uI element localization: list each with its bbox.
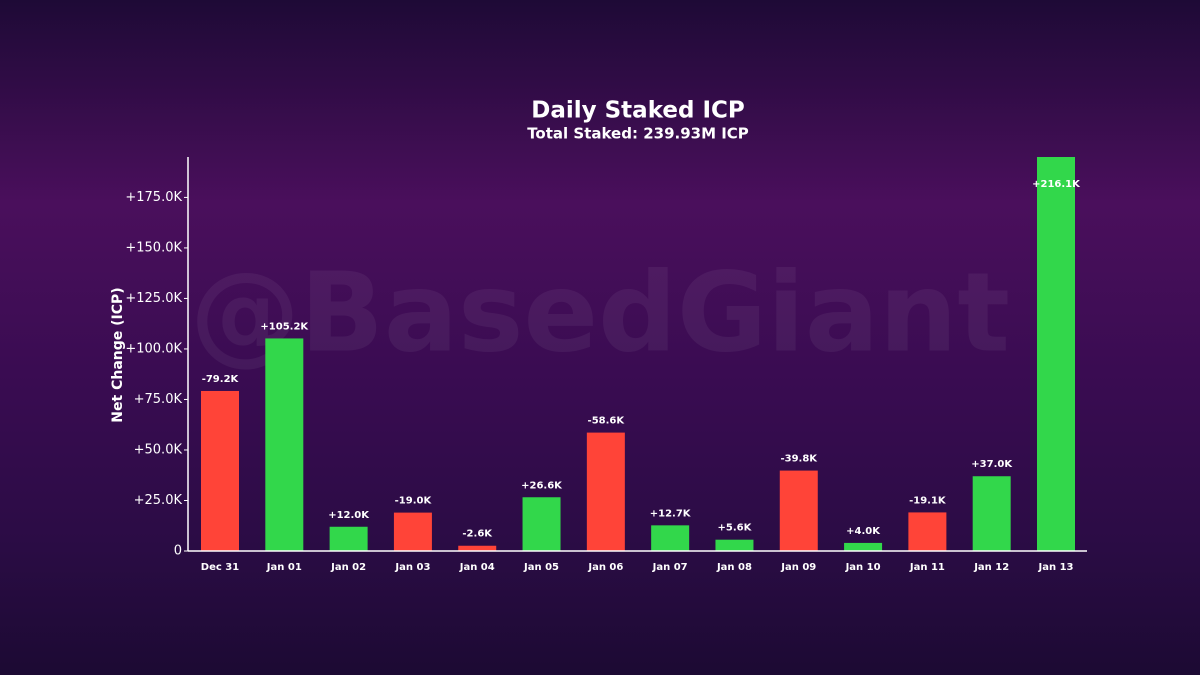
value-label: +26.6K [521, 480, 563, 491]
bar [1037, 157, 1075, 551]
y-tick-label: +25.0K [134, 493, 183, 508]
value-label: +12.7K [650, 508, 692, 519]
watermark: @BasedGiant [190, 248, 1010, 376]
plot-area [201, 157, 1075, 551]
value-label: -39.8K [780, 454, 818, 465]
x-tick-label: Jan 05 [523, 562, 559, 573]
x-tick-label: Jan 08 [716, 562, 752, 573]
bar [972, 476, 1011, 551]
x-tick-label: Jan 03 [394, 562, 430, 573]
value-label: -58.6K [588, 416, 626, 427]
x-tick-label: Jan 01 [266, 562, 302, 573]
bar [458, 545, 497, 551]
x-tick-label: Jan 02 [330, 562, 366, 573]
bar [393, 512, 432, 551]
value-label: +5.6K [718, 523, 753, 534]
chart-subtitle: Total Staked: 239.93M ICP [527, 125, 749, 143]
x-tick-label: Jan 04 [459, 562, 495, 573]
bar [265, 338, 304, 551]
bar [779, 470, 818, 551]
x-tick-label: Jan 11 [909, 562, 945, 573]
value-label: +216.1K [1032, 179, 1081, 190]
value-label: +105.2K [260, 321, 309, 332]
value-label: -19.0K [395, 496, 433, 507]
x-tick-label: Dec 31 [201, 562, 239, 573]
value-label: +37.0K [971, 459, 1013, 470]
value-label: -2.6K [462, 529, 493, 540]
y-tick-label: +100.0K [125, 341, 182, 356]
y-tick-label: +150.0K [125, 240, 182, 255]
bar [844, 542, 883, 551]
bar [651, 525, 690, 551]
bar [908, 512, 947, 551]
value-label: +12.0K [328, 510, 370, 521]
value-label: -19.1K [909, 495, 947, 506]
x-tick-label: Jan 07 [652, 562, 688, 573]
x-tick-label: Jan 12 [973, 562, 1009, 573]
value-label: -79.2K [202, 374, 240, 385]
x-tick-label: Jan 10 [845, 562, 881, 573]
y-axis-label: Net Change (ICP) [110, 287, 126, 422]
chart-title: Daily Staked ICP [531, 98, 745, 124]
y-tick-label: +75.0K [134, 392, 183, 407]
x-tick-label: Jan 13 [1038, 562, 1074, 573]
value-label: +4.0K [846, 526, 881, 537]
x-tick-label: Jan 09 [780, 562, 816, 573]
bar [715, 539, 754, 551]
y-tick-label: +50.0K [134, 442, 183, 457]
y-tick-label: +175.0K [125, 190, 182, 205]
bar [586, 432, 625, 551]
bar [201, 390, 239, 551]
y-tick-label: 0 [174, 544, 182, 559]
bar [329, 526, 368, 551]
x-tick-label: Jan 06 [587, 562, 623, 573]
bar [522, 497, 561, 551]
y-tick-label: +125.0K [125, 291, 182, 306]
